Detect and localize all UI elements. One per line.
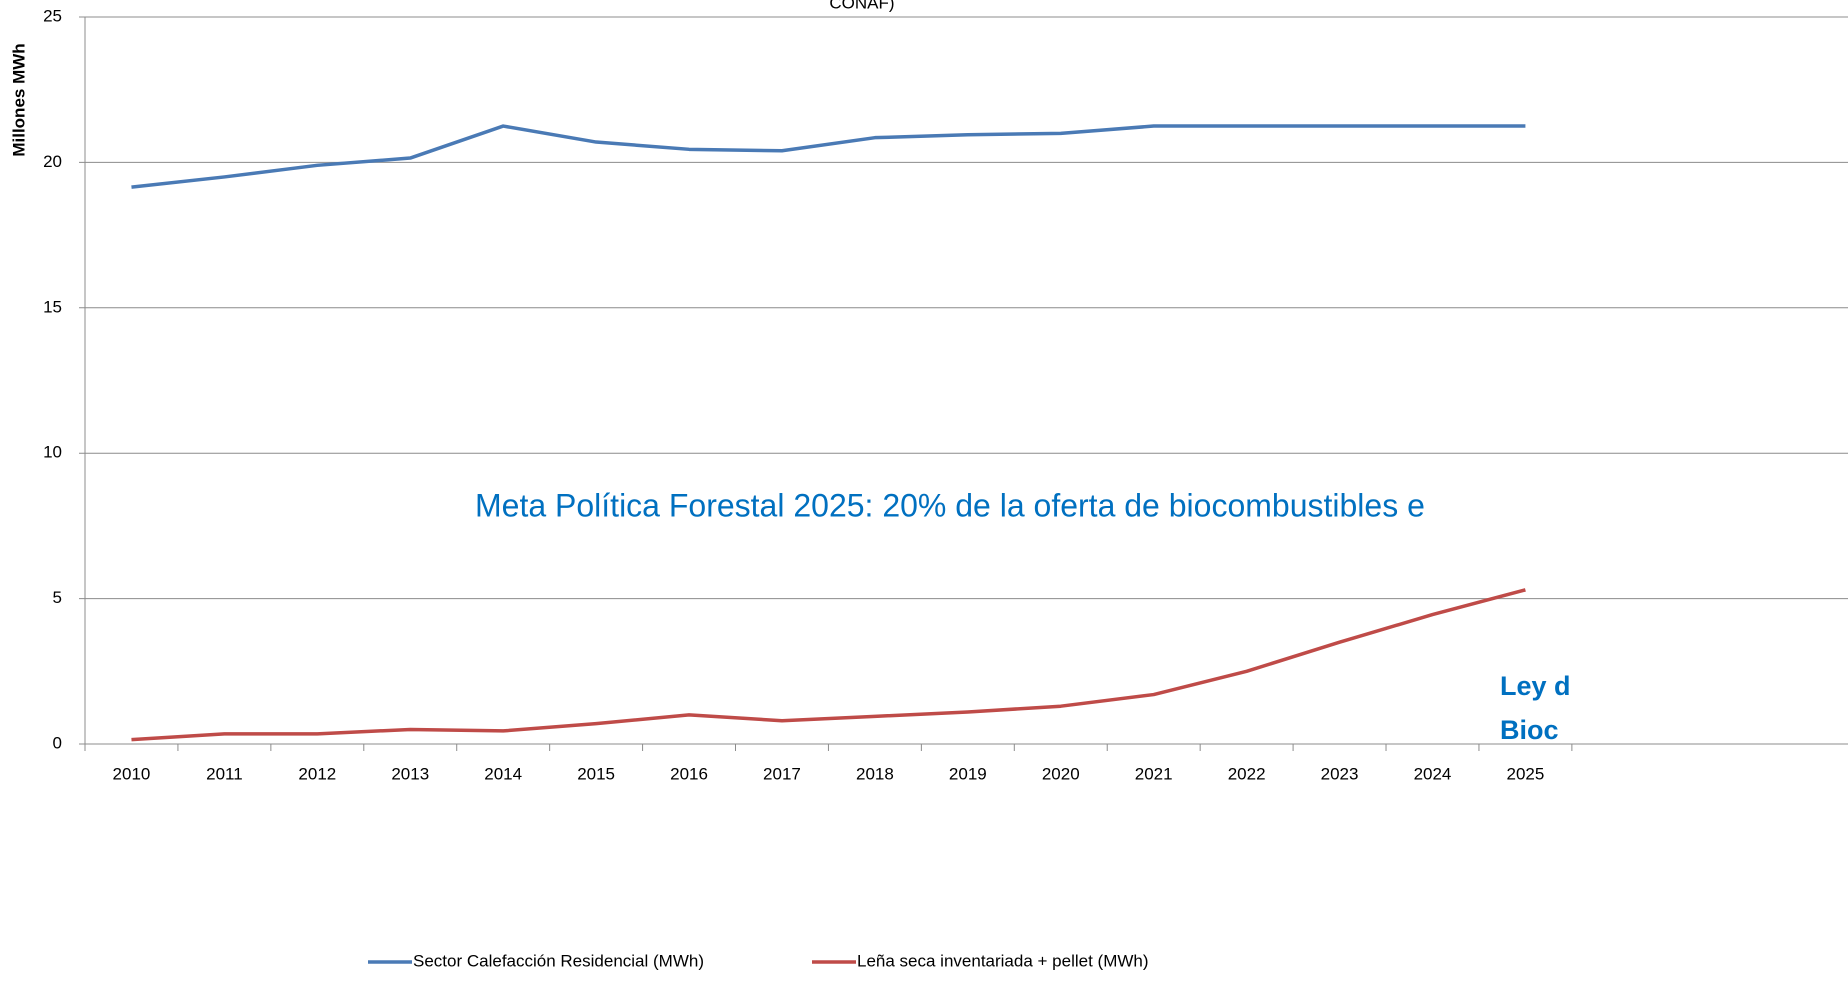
legend-label: Leña seca inventariada + pellet (MWh)	[857, 951, 1149, 970]
annotation: Meta Política Forestal 2025: 20% de la o…	[475, 487, 1425, 523]
x-tick-label: 2022	[1228, 764, 1266, 783]
y-tick-label: 5	[53, 588, 62, 607]
y-tick-label: 15	[43, 297, 62, 316]
x-tick-label: 2024	[1414, 764, 1452, 783]
chart-title: CONAF)	[829, 0, 894, 12]
series-line	[131, 124, 1526, 189]
annotation: Bioc	[1500, 715, 1559, 745]
x-tick-label: 2020	[1042, 764, 1080, 783]
x-tick-label: 2019	[949, 764, 987, 783]
x-tick-label: 2010	[113, 764, 151, 783]
y-tick-label: 25	[43, 6, 62, 25]
y-axis-label: Millones MWh	[9, 43, 28, 156]
legend-label: Sector Calefacción Residencial (MWh)	[413, 951, 704, 970]
x-tick-label: 2015	[577, 764, 615, 783]
y-tick-label: 0	[53, 733, 62, 752]
x-tick-label: 2017	[763, 764, 801, 783]
x-tick-label: 2012	[298, 764, 336, 783]
x-tick-label: 2018	[856, 764, 894, 783]
x-tick-label: 2025	[1507, 764, 1545, 783]
x-tick-label: 2011	[206, 764, 243, 783]
y-tick-label: 20	[43, 152, 62, 171]
x-tick-label: 2016	[670, 764, 708, 783]
annotation: Ley d	[1500, 671, 1571, 701]
x-tick-label: 2014	[484, 764, 522, 783]
x-tick-label: 2021	[1135, 764, 1173, 783]
y-tick-label: 10	[43, 443, 62, 462]
series-line	[131, 588, 1526, 742]
x-tick-label: 2013	[391, 764, 429, 783]
x-tick-label: 2023	[1321, 764, 1359, 783]
